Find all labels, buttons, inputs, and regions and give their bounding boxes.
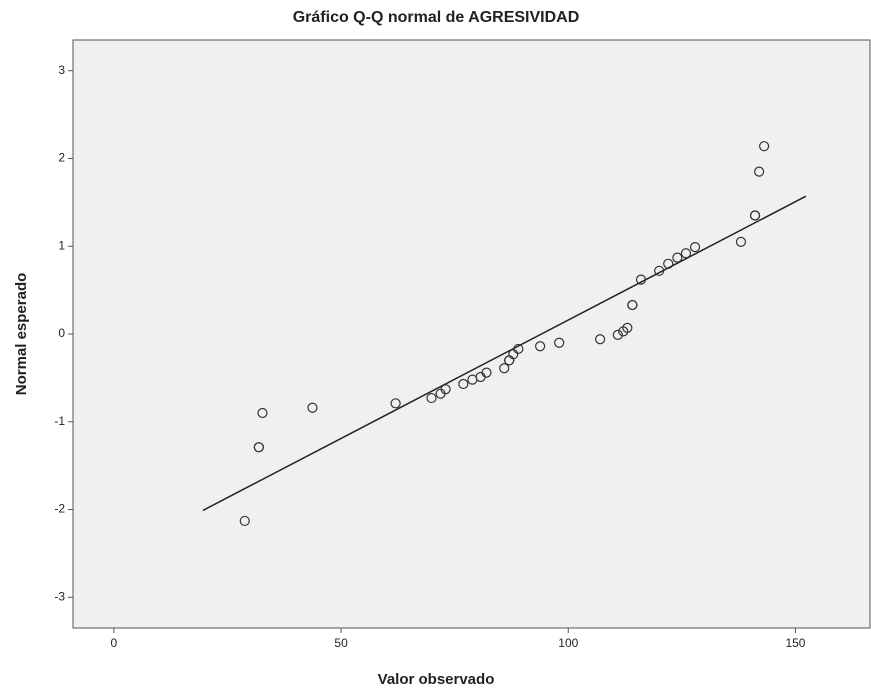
point — [635, 274, 647, 285]
point — [253, 442, 264, 453]
chart-title: Gráfico Q-Q normal de AGRESIVIDAD — [293, 9, 580, 26]
point — [239, 515, 250, 527]
point — [680, 248, 692, 259]
reference-line — [202, 195, 807, 512]
point — [735, 236, 747, 247]
point — [749, 210, 761, 221]
point — [612, 329, 623, 340]
point — [554, 337, 565, 348]
point — [689, 242, 701, 253]
point — [458, 378, 469, 390]
point — [663, 258, 674, 269]
y-tick-label: 2 — [58, 151, 65, 165]
y-tick-label: 3 — [58, 63, 65, 77]
point — [440, 384, 451, 395]
point — [390, 398, 401, 409]
plot-area — [72, 39, 871, 629]
point — [754, 166, 765, 177]
point — [513, 343, 524, 355]
y-tick-label: -1 — [54, 414, 65, 428]
x-axis-label: Valor observado — [378, 671, 495, 688]
point — [672, 252, 683, 263]
x-tick-label: 50 — [334, 636, 348, 650]
x-tick-label: 0 — [111, 636, 118, 650]
y-tick-label: -3 — [54, 589, 65, 603]
point — [759, 141, 770, 152]
x-tick-label: 150 — [785, 636, 805, 650]
y-axis-label: Normal esperado — [13, 273, 30, 396]
x-tick-label: 100 — [558, 636, 578, 650]
point — [499, 363, 510, 374]
y-tick-label: -2 — [54, 502, 65, 516]
point — [481, 367, 492, 378]
point — [627, 299, 638, 311]
point — [594, 334, 606, 345]
point — [426, 392, 437, 404]
point — [622, 322, 633, 333]
point — [307, 402, 318, 413]
y-tick-label: 1 — [58, 238, 65, 252]
point — [257, 407, 268, 419]
point — [535, 341, 546, 352]
point — [654, 265, 665, 276]
y-tick-label: 0 — [58, 326, 65, 340]
